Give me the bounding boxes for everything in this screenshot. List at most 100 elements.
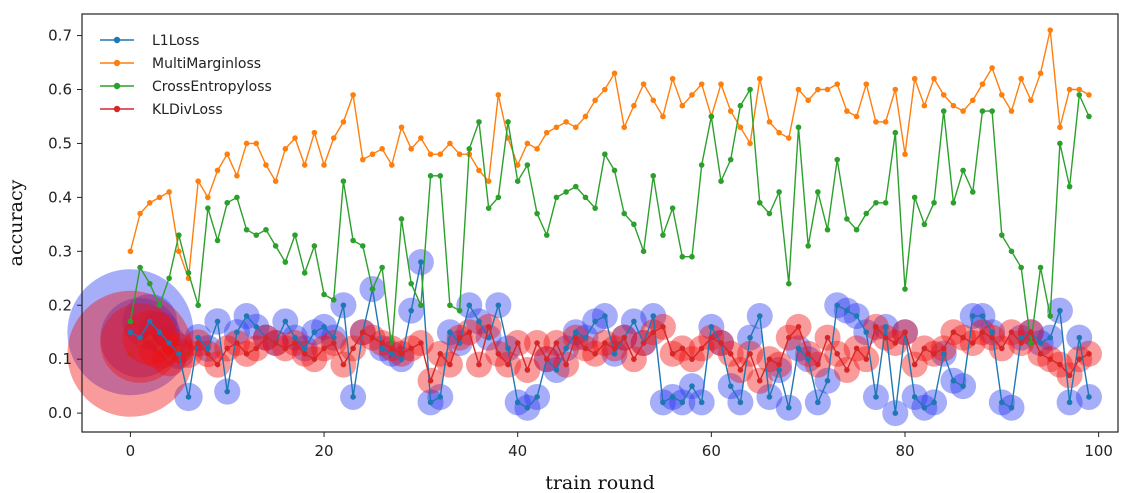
multimarginloss-point	[950, 102, 957, 109]
multimarginloss-point	[602, 86, 608, 93]
legend-marker	[113, 36, 121, 44]
multimarginloss-point	[892, 86, 899, 93]
y-tick-label: 0.2	[48, 296, 72, 314]
crossentropyloss-point	[718, 178, 724, 184]
crossentropyloss-point	[146, 280, 153, 287]
multimarginloss-point	[166, 189, 172, 195]
kldivloss-point	[902, 329, 908, 336]
multimarginloss-point	[447, 140, 453, 147]
crossentropyloss-point	[137, 264, 143, 271]
crossentropyloss-point	[495, 194, 502, 201]
multimarginloss-point	[727, 108, 734, 114]
kldivloss-point	[1028, 329, 1034, 336]
multimarginloss-point	[1047, 27, 1054, 33]
crossentropyloss-point	[534, 210, 540, 217]
multimarginloss-point	[243, 140, 250, 147]
multimarginloss-point	[389, 162, 395, 168]
l1loss-point	[727, 383, 734, 389]
l1loss-point	[1066, 399, 1073, 406]
multimarginloss-point	[1018, 75, 1024, 82]
l1loss-point	[311, 329, 318, 336]
multimarginloss-point	[524, 140, 531, 147]
multimarginloss-point	[330, 135, 337, 141]
multimarginloss-point	[476, 167, 482, 174]
crossentropyloss-point	[602, 151, 608, 158]
l1loss-point	[505, 345, 511, 352]
kldivloss-point	[1037, 350, 1044, 357]
kldivloss-point	[553, 340, 560, 346]
crossentropyloss-point	[805, 243, 811, 249]
multimarginloss-point	[679, 102, 686, 109]
multimarginloss-point	[873, 119, 879, 125]
crossentropyloss-point	[969, 189, 976, 195]
crossentropyloss-point	[398, 216, 405, 222]
multimarginloss-point	[640, 81, 647, 87]
legend-label: CrossEntropyloss	[152, 79, 272, 95]
l1loss-point	[960, 383, 966, 389]
kldivloss-point	[127, 350, 134, 357]
l1loss-point	[979, 313, 986, 319]
l1loss-point	[350, 394, 356, 400]
multimarginloss-point	[340, 119, 347, 125]
crossentropyloss-point	[456, 307, 463, 314]
multimarginloss-point	[1086, 92, 1092, 98]
multimarginloss-point	[660, 113, 666, 120]
l1loss-point	[330, 334, 337, 341]
crossentropyloss-point	[844, 216, 850, 222]
l1loss-point	[592, 318, 598, 325]
multimarginloss-point	[766, 119, 773, 125]
multimarginloss-point	[379, 146, 385, 152]
multimarginloss-point	[1057, 124, 1063, 131]
kldivloss-point	[330, 340, 337, 346]
kldivloss-point	[679, 345, 686, 352]
crossentropyloss-point	[960, 167, 966, 174]
y-axis-label: accuracy	[5, 179, 27, 266]
multimarginloss-point	[650, 97, 657, 104]
kldivloss-point	[495, 350, 502, 357]
kldivloss-point	[176, 345, 182, 352]
l1loss-point	[485, 334, 492, 341]
multimarginloss-point	[621, 124, 628, 131]
multimarginloss-line	[129, 30, 1090, 279]
l1loss-point	[563, 345, 569, 352]
kldivloss-point	[640, 340, 647, 346]
kldivloss-point	[815, 361, 821, 368]
l1loss-point	[476, 318, 482, 325]
multimarginloss-point	[176, 248, 182, 255]
l1loss-point	[1057, 307, 1063, 314]
crossentropyloss-point	[689, 253, 695, 260]
crossentropyloss-point	[766, 210, 773, 217]
kldivloss-point	[476, 361, 482, 368]
l1loss-point	[195, 334, 201, 341]
kldivloss-point	[408, 345, 414, 352]
l1loss-point	[921, 404, 928, 411]
crossentropyloss-point	[572, 183, 579, 190]
l1loss-point	[340, 302, 347, 309]
l1loss-point	[427, 399, 434, 406]
l1loss-point	[234, 329, 240, 336]
kldivloss-point	[756, 377, 763, 384]
kldivloss-point	[786, 334, 792, 341]
l1loss-point	[176, 350, 182, 357]
crossentropyloss-point	[737, 102, 744, 109]
multimarginloss-point	[137, 210, 143, 217]
legend-marker	[113, 105, 121, 113]
crossentropyloss-point	[292, 232, 298, 238]
multimarginloss-point	[408, 146, 414, 152]
kldivloss-point	[602, 340, 608, 346]
l1loss-point	[224, 388, 231, 395]
x-tick-label: 80	[895, 442, 914, 460]
crossentropyloss-point	[234, 194, 240, 201]
kldivloss-point	[359, 329, 366, 336]
multimarginloss-point	[321, 162, 327, 168]
multimarginloss-point	[902, 151, 908, 158]
l1loss-point	[873, 394, 879, 400]
multimarginloss-point	[427, 151, 434, 158]
l1loss-point	[553, 367, 560, 373]
l1loss-point	[844, 307, 850, 314]
crossentropyloss-point	[311, 243, 318, 249]
kldivloss-point	[456, 334, 463, 341]
crossentropyloss-point	[902, 286, 908, 292]
y-tick-label: 0.0	[48, 404, 72, 422]
l1loss-point	[389, 350, 395, 357]
